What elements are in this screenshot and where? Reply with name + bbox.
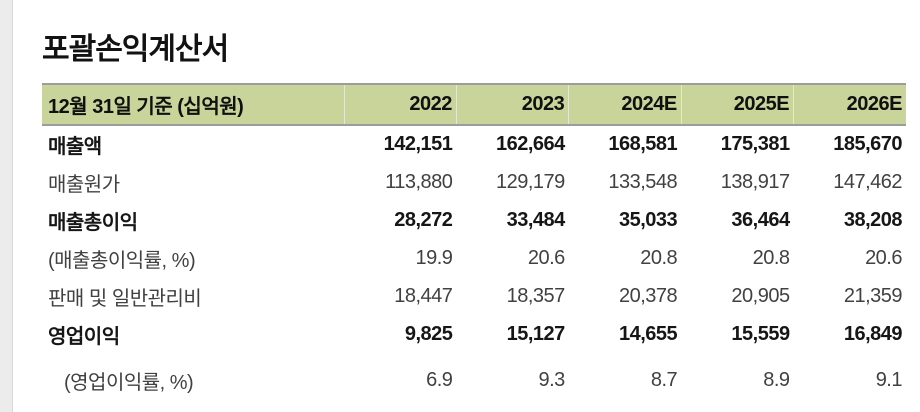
value-cell: 185,670 xyxy=(833,133,902,155)
value-cell: 175,381 xyxy=(720,133,790,155)
value-cell: 35,033 xyxy=(619,208,678,231)
value-cell: 20,905 xyxy=(731,284,790,307)
value-cell: 113,880 xyxy=(385,170,453,193)
value-cell: 20,378 xyxy=(619,284,678,307)
value-cell: 162,664 xyxy=(495,133,565,155)
table-row-operating-profit: 영업이익 9,825 15,127 14,655 15,559 16,849 xyxy=(42,315,906,353)
header-basis-label: 12월 31일 기준 (십억원) xyxy=(42,83,344,126)
row-label-cell: 매출총이익 xyxy=(48,211,138,234)
header-year-2024e: 2024E xyxy=(568,83,682,126)
value-cell: 20.8 xyxy=(752,246,790,269)
value-cell: 129,179 xyxy=(495,170,565,193)
table-row-revenue: 매출액 142,151 162,664 168,581 175,381 185,… xyxy=(42,125,906,163)
page-edge-strip xyxy=(0,0,13,412)
value-cell: 19.9 xyxy=(415,246,453,269)
value-cell: 20.8 xyxy=(640,246,678,269)
report-content: 포괄손익계산서 12월 31일 기준 (십억원) 2022 2023 2024E… xyxy=(42,0,906,408)
value-cell: 38,208 xyxy=(843,208,903,231)
value-cell: 6.9 xyxy=(426,369,453,391)
value-cell: 20.6 xyxy=(527,246,565,269)
row-label-cell: (영업이익률, %) xyxy=(64,372,194,394)
header-year-2026e: 2026E xyxy=(793,83,906,126)
table-row-cogs: 매출원가 113,880 129,179 133,548 138,917 147… xyxy=(42,163,906,201)
value-cell: 8.7 xyxy=(650,369,678,391)
table-row-sga: 판매 및 일반관리비 18,447 18,357 20,378 20,905 2… xyxy=(42,277,906,315)
value-cell: 16,849 xyxy=(843,322,903,345)
value-cell: 168,581 xyxy=(608,133,678,155)
value-cell: 133,548 xyxy=(608,170,678,193)
value-cell: 142,151 xyxy=(383,133,453,155)
value-cell: 28,272 xyxy=(394,208,453,231)
page-title: 포괄손익계산서 xyxy=(42,33,229,66)
income-statement-table: 12월 31일 기준 (십억원) 2022 2023 2024E 2025E 2… xyxy=(42,83,906,408)
value-cell: 14,655 xyxy=(619,322,678,345)
header-year-2023: 2023 xyxy=(455,83,569,126)
value-cell: 18,447 xyxy=(394,284,453,307)
value-cell: 138,917 xyxy=(720,170,790,193)
row-label-cell: 판매 및 일반관리비 xyxy=(48,287,202,310)
value-cell: 9.3 xyxy=(538,369,565,391)
table-header-row: 12월 31일 기준 (십억원) 2022 2023 2024E 2025E 2… xyxy=(42,83,906,126)
table-row-operating-margin: (영업이익률, %) 6.9 9.3 8.7 8.9 9.1 xyxy=(42,353,906,408)
row-label-cell: 매출액 xyxy=(48,136,102,158)
value-cell: 8.9 xyxy=(763,369,790,391)
value-cell: 15,559 xyxy=(731,322,790,345)
value-cell: 21,359 xyxy=(843,284,903,307)
header-year-2025e: 2025E xyxy=(680,83,794,126)
value-cell: 15,127 xyxy=(506,322,566,345)
row-label-cell: (매출총이익률, %) xyxy=(48,249,196,272)
value-cell: 18,357 xyxy=(506,284,566,307)
table-row-gross-margin: (매출총이익률, %) 19.9 20.6 20.8 20.8 20.6 xyxy=(42,239,906,277)
value-cell: 9,825 xyxy=(404,322,453,345)
row-label-cell: 매출원가 xyxy=(48,173,120,196)
table-row-gross-profit: 매출총이익 28,272 33,484 35,033 36,464 38,208 xyxy=(42,201,906,239)
header-year-2022: 2022 xyxy=(343,83,457,126)
row-label-cell: 영업이익 xyxy=(48,325,120,348)
value-cell: 33,484 xyxy=(506,208,566,231)
value-cell: 9.1 xyxy=(875,369,903,391)
value-cell: 20.6 xyxy=(865,246,902,269)
value-cell: 36,464 xyxy=(731,208,790,231)
value-cell: 147,462 xyxy=(833,170,902,193)
